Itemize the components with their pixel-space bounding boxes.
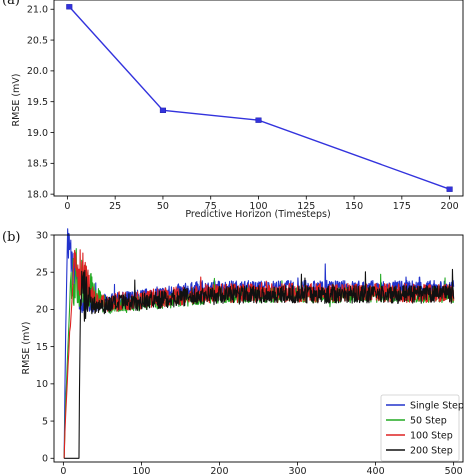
legend-label: 100 Step: [410, 430, 453, 441]
x-tick-label: 400: [367, 466, 385, 474]
panel-a-x-ticks: 0 25 50 75 100 125 150 175 200: [64, 196, 459, 212]
legend-label: Single Step: [410, 400, 464, 411]
x-tick-label: 200: [441, 201, 459, 212]
panel-a-y-axis-label: RMSE (mV): [11, 73, 22, 126]
y-tick-label: 21.0: [27, 5, 48, 16]
panel-a-label: (a): [2, 0, 20, 8]
x-tick-label: 50: [157, 201, 169, 212]
data-point: [159, 107, 166, 113]
legend-box: [380, 394, 460, 462]
panel-b-label: (b): [2, 230, 20, 245]
legend: Single Step 50 Step 100 Step 200 Step: [380, 394, 464, 462]
panel-a-y-ticks: 18.0 18.5 19.0 19.5 20.0 20.5 21.0: [27, 5, 54, 200]
y-tick-label: 19.0: [27, 128, 48, 139]
y-tick-label: 18.5: [27, 159, 48, 170]
data-point: [446, 186, 453, 192]
x-tick-label: 175: [393, 201, 411, 212]
x-tick-label: 25: [109, 201, 121, 212]
x-tick-label: 0: [64, 201, 70, 212]
x-tick-label: 75: [205, 201, 217, 212]
y-tick-label: 20.0: [27, 66, 48, 77]
y-tick-label: 5: [42, 416, 48, 427]
y-tick-label: 20.5: [27, 35, 48, 46]
y-tick-label: 15: [36, 342, 48, 353]
panel-b-y-axis-label: RMSE (mV): [21, 321, 32, 374]
panel-a-plot: [66, 4, 453, 192]
panel-b-axes-frame: [53, 234, 464, 463]
data-point: [66, 4, 73, 10]
y-tick-label: 20: [36, 305, 48, 316]
panel-a-axes-frame: [53, 0, 464, 197]
y-tick-label: 18.0: [27, 189, 48, 200]
y-tick-label: 30: [36, 230, 48, 241]
x-tick-label: 125: [297, 201, 315, 212]
x-tick-label: 300: [288, 466, 306, 474]
panel-b-plot: [63, 228, 455, 459]
series-line-200-step: [64, 268, 455, 459]
x-tick-label: 500: [445, 466, 463, 474]
x-tick-label: 0: [60, 466, 66, 474]
legend-label: 50 Step: [410, 415, 447, 426]
y-tick-label: 0: [42, 454, 48, 465]
x-tick-label: 100: [249, 201, 267, 212]
x-tick-label: 150: [345, 201, 363, 212]
x-tick-label: 100: [132, 466, 150, 474]
y-tick-label: 19.5: [27, 97, 48, 108]
data-point: [255, 117, 262, 123]
panel-a-x-axis-label: Predictive Horizon (Timesteps): [185, 209, 330, 220]
legend-label: 200 Step: [410, 445, 453, 456]
y-tick-label: 25: [36, 268, 48, 279]
panel-b-x-ticks: 0 100 200 300 400 500: [60, 462, 463, 474]
x-tick-label: 200: [210, 466, 228, 474]
y-tick-label: 10: [36, 379, 48, 390]
panel-a: 0 25 50 75 100 125 150 175 200 18.0 18.5 19.0 19.5 2…: [2, 0, 464, 220]
series-line: [68, 6, 450, 190]
panel-b-y-ticks: 0 5 10 15 20 25 30: [36, 230, 54, 465]
